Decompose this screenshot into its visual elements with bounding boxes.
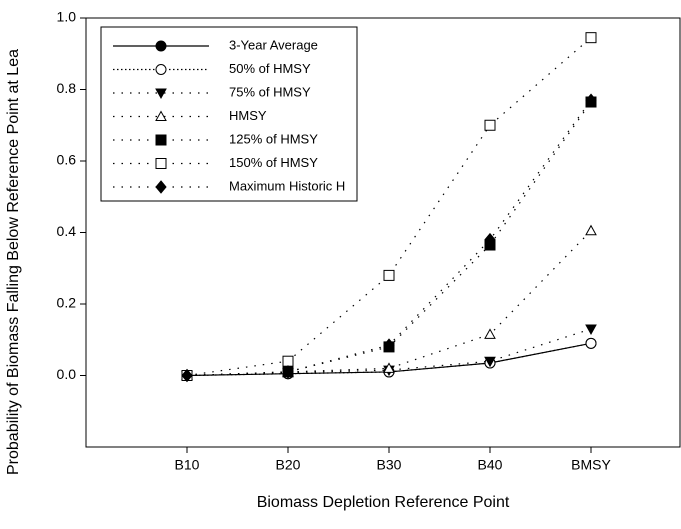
- marker: [484, 232, 496, 247]
- marker: [484, 356, 496, 368]
- marker: [155, 180, 167, 194]
- y-tick-label: 1.0: [57, 9, 77, 25]
- series-line: [186, 37, 592, 377]
- marker: [585, 324, 597, 336]
- y-tick-label: 0.4: [57, 223, 77, 239]
- marker: [484, 119, 496, 131]
- y-tick-label: 0.0: [57, 366, 77, 382]
- legend-label: HMSY: [229, 108, 267, 123]
- marker: [585, 93, 597, 108]
- marker: [181, 368, 193, 383]
- x-tick-label: BMSY: [571, 457, 611, 473]
- marker: [383, 362, 395, 373]
- x-tick-label: B20: [276, 457, 301, 473]
- marker: [155, 134, 167, 146]
- x-tick-label: B40: [478, 457, 503, 473]
- marker: [155, 64, 167, 75]
- marker: [585, 224, 597, 236]
- series-line: [186, 99, 592, 377]
- y-tick-label: 0.6: [57, 152, 77, 168]
- marker: [155, 40, 167, 52]
- series-line: [186, 230, 592, 377]
- legend-label: 125% of HMSY: [229, 131, 318, 146]
- y-tick-label: 0.8: [57, 80, 77, 96]
- marker: [383, 338, 395, 352]
- legend-label: 75% of HMSY: [229, 84, 311, 99]
- marker: [585, 32, 597, 44]
- marker: [155, 110, 167, 121]
- x-tick-label: B30: [377, 457, 402, 473]
- x-axis-label: Biomass Depletion Reference Point: [257, 494, 510, 511]
- marker: [585, 337, 597, 349]
- marker: [484, 328, 496, 339]
- marker: [155, 88, 167, 100]
- marker: [383, 269, 395, 281]
- marker: [282, 355, 294, 367]
- y-tick-label: 0.2: [57, 295, 77, 311]
- legend-label: 150% of HMSY: [229, 155, 318, 170]
- marker: [155, 158, 167, 169]
- marker: [282, 365, 294, 379]
- x-tick-label: B10: [175, 457, 200, 473]
- y-axis-label: Probability of Biomass Falling Below Ref…: [5, 49, 22, 475]
- legend-label: 3-Year Average: [229, 37, 318, 52]
- legend-box: [100, 26, 358, 202]
- legend-label: 50% of HMSY: [229, 61, 311, 76]
- legend-label: Maximum Historic H: [229, 178, 345, 193]
